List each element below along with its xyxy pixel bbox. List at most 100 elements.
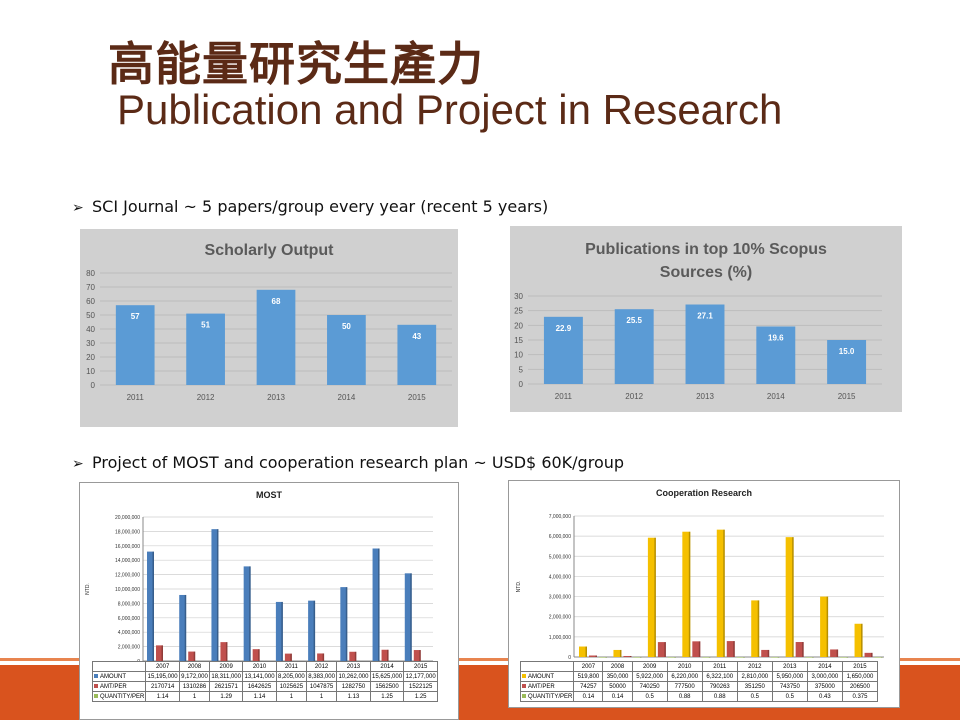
page-title-chinese: 高能量研究生產力 — [108, 37, 484, 91]
bar-shade — [639, 657, 642, 658]
bar-shade — [836, 649, 839, 657]
bar-amt-per — [156, 645, 163, 661]
chart-title: Cooperation Research — [656, 488, 752, 498]
table-cell: 0.14 — [573, 691, 604, 702]
y-tick-label: 0 — [91, 381, 96, 390]
table-cell: 0.88 — [666, 691, 703, 702]
table-header-cell: 2009 — [209, 661, 244, 672]
bar-shade — [585, 646, 587, 657]
bar-shade — [152, 551, 154, 661]
x-tick-label: 2012 — [197, 393, 215, 402]
bar-amount — [613, 649, 622, 657]
bar-shade — [161, 645, 163, 661]
table-cell: 1 — [305, 691, 338, 702]
bar — [685, 304, 725, 384]
table-cell: 1.13 — [336, 691, 371, 702]
bar-amount — [211, 529, 219, 661]
table-cell: 8,383,000 — [305, 671, 338, 682]
bar-amt-per — [726, 641, 735, 657]
bar-amt-per — [761, 649, 770, 657]
bar-amount — [372, 548, 380, 661]
bar-shade — [698, 641, 701, 657]
scopus-panel: Publications in top 10% Scopus Sources (%… — [498, 220, 916, 418]
bar-quantity-per — [805, 657, 814, 658]
y-tick-label: 4,000,000 — [118, 630, 140, 636]
y-tick-label: 20,000,000 — [115, 515, 140, 521]
table-cell: 1522125 — [403, 681, 438, 692]
bar-shade — [871, 652, 873, 657]
data-label: 25.5 — [626, 316, 642, 325]
table-header-cell: 2012 — [736, 661, 773, 672]
x-tick-label: 2011 — [555, 392, 573, 401]
bar-shade — [708, 657, 711, 658]
bar-amount — [275, 601, 283, 661]
bar — [543, 316, 583, 384]
bar-amount — [647, 537, 656, 657]
data-label: 68 — [272, 297, 281, 306]
table-cell: 519,800 — [573, 671, 604, 682]
y-tick-label: 6,000,000 — [549, 534, 571, 540]
bullet-sci-journal: ➢ SCI Journal ~ 5 papers/group every year… — [72, 197, 548, 216]
bar-shade — [723, 529, 725, 657]
y-tick-label: 15 — [514, 336, 523, 345]
bar-amt-per — [284, 653, 292, 661]
y-tick-label: 0 — [568, 655, 571, 661]
bar-shade — [767, 649, 770, 657]
series-name: AMT/PER — [528, 683, 555, 690]
y-tick-label: 30 — [514, 292, 523, 301]
bar-shade — [812, 657, 814, 658]
table-cell: 2621571 — [209, 681, 244, 692]
bar — [827, 340, 867, 384]
table-cell: 6,220,000 — [666, 671, 703, 682]
bar-shade — [410, 573, 412, 661]
bar-shade — [792, 537, 794, 657]
legend-swatch-icon — [522, 693, 526, 698]
bar-shade — [193, 651, 196, 661]
table-header-cell: 2007 — [145, 661, 180, 672]
data-label: 22.9 — [556, 324, 572, 333]
bar-amount — [682, 531, 691, 657]
series-legend-cell: AMT/PER — [91, 681, 147, 692]
y-tick-label: 40 — [86, 325, 95, 334]
table-cell: 9,172,000 — [178, 671, 211, 682]
bar-amt-per — [188, 651, 196, 661]
bar-shade — [629, 655, 632, 657]
bullet-project-most: ➢ Project of MOST and cooperation researc… — [72, 453, 624, 472]
bar-amt-per — [252, 649, 260, 661]
series-legend-cell: QUANTITY/PER — [91, 691, 147, 702]
table-cell: 375000 — [806, 681, 843, 692]
y-tick-label: 16,000,000 — [115, 544, 140, 550]
table-cell: 1.25 — [403, 691, 438, 702]
bar-quantity-per — [667, 657, 676, 658]
bar — [327, 315, 366, 385]
table-cell: 0.5 — [631, 691, 668, 702]
bar — [614, 309, 654, 384]
bar-quantity-per — [840, 657, 849, 658]
bar-quantity-per — [736, 657, 745, 658]
y-tick-label: 20 — [514, 321, 523, 330]
bar — [186, 313, 225, 385]
bar-shade — [354, 651, 357, 661]
bar-shade — [881, 657, 883, 658]
y-tick-label: 50 — [86, 311, 95, 320]
table-corner-cell — [91, 661, 147, 672]
table-row: QUANTITY/PER 0.14 0.14 0.5 0.88 0.88 0.5 0.5 0.4… — [519, 691, 879, 702]
bar-shade — [654, 537, 656, 657]
table-cell: 740250 — [631, 681, 668, 692]
bar-shade — [216, 529, 219, 661]
table-cell: 743750 — [771, 681, 808, 692]
table-row: QUANTITY/PER 1.14 1 1.29 1.14 1 1 1.13 1.25 1.25 — [91, 691, 438, 702]
table-cell: 3,000,000 — [806, 671, 843, 682]
table-cell: 8,205,000 — [275, 671, 308, 682]
bar-amount — [179, 594, 187, 661]
table-cell: 1310286 — [178, 681, 211, 692]
page-title-english: Publication and Project in Research — [117, 86, 783, 133]
bar-shade — [258, 649, 260, 661]
most-data-table: 2007 2008 2009 2010 2011 2012 2013 2014 2015 AMOU… — [91, 661, 438, 702]
bar-shade — [605, 657, 607, 658]
table-cell: 5,922,000 — [631, 671, 668, 682]
bar-shade — [313, 600, 316, 661]
table-cell: 13,141,000 — [242, 671, 277, 682]
x-tick-label: 2015 — [838, 392, 856, 401]
y-tick-label: 3,000,000 — [549, 595, 571, 601]
